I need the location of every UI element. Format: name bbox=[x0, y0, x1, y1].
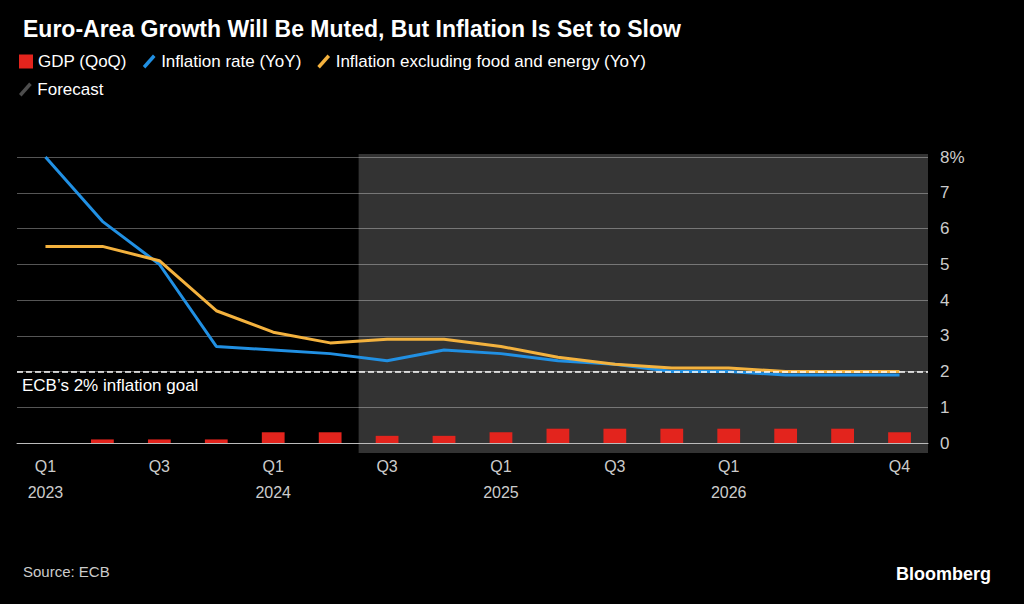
svg-text:GDP (QoQ): GDP (QoQ) bbox=[38, 52, 126, 71]
svg-text:2026: 2026 bbox=[711, 484, 747, 501]
svg-text:Q4: Q4 bbox=[889, 458, 910, 475]
svg-text:Q3: Q3 bbox=[376, 458, 397, 475]
svg-text:2024: 2024 bbox=[255, 484, 291, 501]
svg-text:2025: 2025 bbox=[483, 484, 519, 501]
svg-text:Bloomberg: Bloomberg bbox=[896, 564, 991, 584]
svg-text:3: 3 bbox=[940, 326, 949, 345]
svg-text:2: 2 bbox=[940, 362, 949, 381]
svg-text:Source: ECB: Source: ECB bbox=[23, 563, 110, 580]
svg-text:8%: 8% bbox=[940, 148, 965, 167]
svg-text:ECB’s 2% inflation goal: ECB’s 2% inflation goal bbox=[22, 376, 198, 395]
svg-text:0: 0 bbox=[940, 434, 949, 453]
svg-text:7: 7 bbox=[940, 183, 949, 202]
svg-text:5: 5 bbox=[940, 255, 949, 274]
svg-text:Q1: Q1 bbox=[35, 458, 56, 475]
svg-text:Q1: Q1 bbox=[718, 458, 739, 475]
svg-text:Inflation excluding food and e: Inflation excluding food and energy (YoY… bbox=[336, 52, 646, 71]
svg-text:Inflation rate (YoY): Inflation rate (YoY) bbox=[161, 52, 301, 71]
svg-text:1: 1 bbox=[940, 398, 949, 417]
svg-text:6: 6 bbox=[940, 219, 949, 238]
svg-text:Q1: Q1 bbox=[263, 458, 284, 475]
svg-text:Q3: Q3 bbox=[149, 458, 170, 475]
svg-text:Q1: Q1 bbox=[490, 458, 511, 475]
svg-text:Euro-Area Growth Will Be Muted: Euro-Area Growth Will Be Muted, But Infl… bbox=[23, 16, 681, 42]
svg-text:Q3: Q3 bbox=[604, 458, 625, 475]
svg-text:4: 4 bbox=[940, 291, 949, 310]
svg-text:2023: 2023 bbox=[28, 484, 64, 501]
svg-text:Forecast: Forecast bbox=[37, 80, 103, 99]
